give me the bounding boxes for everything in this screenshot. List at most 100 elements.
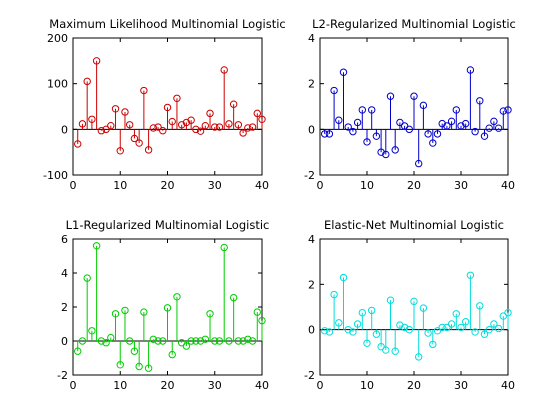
- stem-marker: [173, 293, 181, 301]
- stem-marker: [88, 327, 96, 335]
- stem-marker: [447, 117, 456, 126]
- y-tick-label: 0: [308, 324, 315, 337]
- stem-marker: [168, 350, 176, 359]
- stem-marker: [452, 310, 460, 318]
- stem-marker: [159, 337, 167, 345]
- stem-marker: [471, 328, 479, 336]
- stem-marker: [358, 106, 366, 114]
- stem-marker: [424, 329, 432, 337]
- y-tick-label: 4: [308, 32, 315, 45]
- stem-marker: [325, 328, 334, 336]
- stem-marker: [121, 306, 129, 315]
- x-tick-label: 40: [501, 179, 515, 192]
- x-tick-label: 10: [360, 179, 374, 192]
- stem-marker: [258, 115, 266, 123]
- y-tick-label: -2: [304, 369, 315, 382]
- stem-marker: [163, 304, 172, 312]
- stem-marker: [462, 119, 470, 128]
- stem-marker: [504, 308, 512, 317]
- stem-marker: [415, 159, 423, 168]
- stem-marker: [192, 337, 200, 345]
- stem-marker: [358, 308, 366, 317]
- stem-marker: [201, 335, 210, 343]
- stem-marker: [126, 121, 134, 129]
- x-tick-label: 0: [70, 179, 77, 192]
- stem-marker: [111, 105, 120, 113]
- stem-marker: [377, 148, 385, 156]
- stem-marker: [102, 339, 110, 347]
- stem-marker: [353, 320, 362, 328]
- stem-marker: [229, 293, 238, 302]
- stem-marker: [363, 138, 371, 146]
- stem-marker: [335, 319, 343, 327]
- stem-marker: [154, 123, 162, 131]
- stem-marker: [220, 243, 228, 252]
- stem-marker: [386, 92, 395, 100]
- x-tick-label: 40: [501, 379, 515, 392]
- stem-marker: [211, 123, 219, 131]
- stem-marker: [144, 364, 153, 372]
- x-tick-label: 0: [317, 379, 324, 392]
- stem-marker: [116, 361, 124, 369]
- stem-marker: [116, 147, 124, 155]
- y-tick-label: 100: [47, 78, 68, 91]
- stem-marker: [485, 325, 493, 334]
- x-tick-label: 0: [70, 379, 77, 392]
- stem-marker: [339, 273, 348, 282]
- stem-marker: [215, 337, 224, 345]
- stem-marker: [480, 132, 489, 140]
- stem-marker: [225, 120, 233, 128]
- x-tick-label: 0: [317, 179, 324, 192]
- stem-marker: [466, 271, 475, 279]
- stem-marker: [321, 327, 329, 335]
- stem-marker: [234, 337, 243, 345]
- stem-marker: [490, 320, 498, 328]
- stem-marker: [229, 100, 238, 108]
- y-tick-label: 6: [61, 233, 68, 246]
- stem-marker: [443, 323, 451, 332]
- stem-marker: [121, 108, 129, 116]
- x-tick-label: 20: [161, 179, 175, 192]
- x-tick-label: 20: [161, 379, 175, 392]
- stem-marker: [494, 124, 503, 132]
- stem-marker: [504, 106, 512, 114]
- stem-marker: [410, 92, 418, 100]
- stem-marker: [368, 106, 376, 114]
- stem-marker: [111, 310, 120, 318]
- stem-marker: [344, 123, 352, 131]
- stem-marker: [429, 340, 437, 349]
- stem-marker: [433, 327, 442, 335]
- stem-marker: [438, 323, 446, 332]
- stem-marker: [405, 125, 413, 134]
- stem-marker: [130, 134, 139, 143]
- stem-marker: [97, 337, 106, 345]
- stem-marker: [220, 66, 228, 74]
- x-tick-label: 10: [113, 179, 127, 192]
- stem-marker: [377, 342, 385, 351]
- stem-marker: [83, 77, 91, 86]
- stem-marker: [107, 121, 115, 130]
- stem-marker: [405, 325, 413, 334]
- stem-marker: [452, 106, 460, 114]
- stem-marker: [363, 339, 371, 347]
- stem-marker: [159, 127, 167, 135]
- stem-marker: [135, 362, 143, 371]
- stem-marker: [471, 127, 479, 136]
- stem-marker: [234, 121, 243, 129]
- stem-marker: [335, 116, 343, 124]
- chart-title: L1-Regularized Multinomial Logistic: [66, 218, 270, 232]
- stem-marker: [239, 129, 247, 137]
- stem-marker: [225, 337, 233, 345]
- stem-marker: [368, 306, 376, 315]
- stem-marker: [321, 130, 329, 138]
- y-tick-label: 2: [308, 78, 315, 91]
- stem-marker: [415, 353, 423, 361]
- stem-marker: [211, 337, 219, 345]
- stem-marker: [349, 127, 357, 136]
- stem-marker: [135, 139, 143, 147]
- stem-marker: [196, 337, 205, 345]
- stem-marker: [177, 339, 186, 347]
